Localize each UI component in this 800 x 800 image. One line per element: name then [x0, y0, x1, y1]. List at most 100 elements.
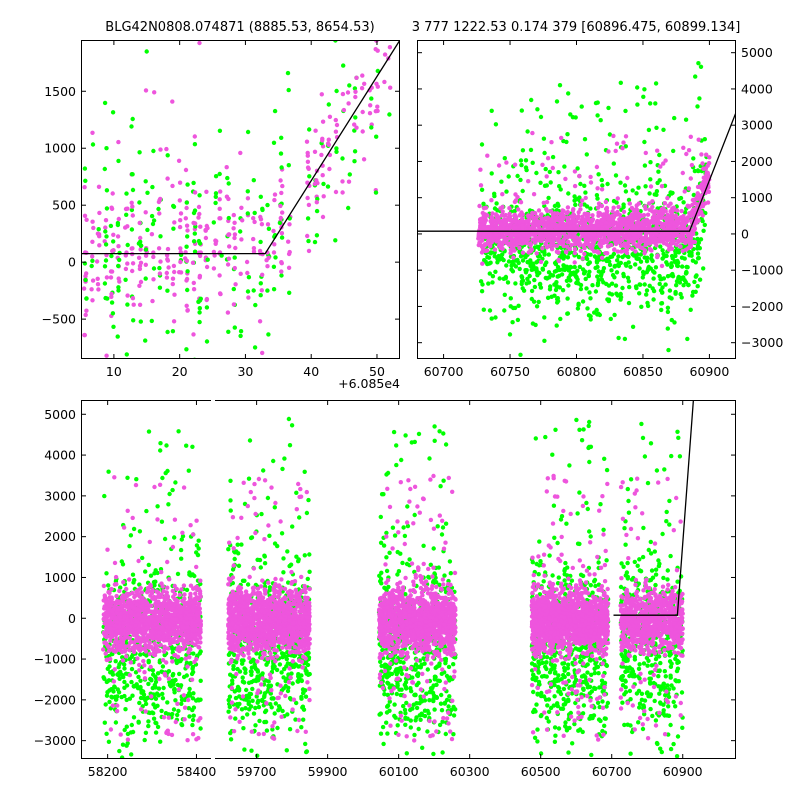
- green-point: [697, 277, 703, 282]
- green-point: [681, 283, 686, 288]
- green-point: [154, 691, 160, 696]
- magenta-point: [594, 164, 600, 170]
- magenta-point: [96, 184, 102, 189]
- magenta-point: [558, 239, 564, 244]
- green-point: [116, 263, 121, 269]
- magenta-point: [152, 90, 157, 95]
- magenta-point: [678, 244, 683, 249]
- green-point: [506, 259, 512, 264]
- magenta-point: [481, 225, 487, 230]
- green-point: [618, 297, 623, 302]
- magenta-point: [513, 192, 518, 197]
- magenta-point: [681, 213, 686, 219]
- magenta-point: [112, 560, 118, 566]
- green-point: [102, 166, 108, 172]
- magenta-point: [334, 122, 340, 128]
- green-point: [554, 268, 559, 273]
- green-point: [577, 195, 582, 200]
- green-point: [110, 651, 115, 657]
- green-point: [353, 115, 358, 120]
- green-point: [143, 701, 149, 707]
- magenta-point: [572, 219, 577, 224]
- green-point: [213, 174, 219, 179]
- magenta-point: [658, 233, 664, 238]
- top-right-model-layer: [417, 112, 736, 232]
- green-point: [192, 208, 198, 213]
- green-point: [155, 504, 160, 509]
- green-point: [690, 258, 696, 263]
- green-point: [550, 154, 556, 160]
- green-point: [599, 177, 604, 183]
- green-point: [586, 313, 592, 318]
- green-point: [660, 256, 665, 261]
- green-point: [258, 239, 263, 245]
- green-point: [496, 253, 501, 259]
- green-point: [226, 329, 231, 334]
- magenta-point: [158, 642, 163, 648]
- green-point: [542, 262, 548, 268]
- magenta-point: [185, 308, 190, 313]
- magenta-point: [482, 220, 487, 225]
- magenta-point: [703, 166, 709, 171]
- magenta-point: [191, 332, 196, 337]
- top-left-y-tick-label: 1500: [44, 84, 76, 99]
- green-point: [621, 271, 626, 277]
- green-point: [226, 181, 231, 186]
- green-point: [680, 264, 685, 269]
- green-point: [555, 297, 560, 302]
- magenta-point: [143, 262, 148, 267]
- green-point: [584, 152, 589, 157]
- magenta-point: [143, 709, 148, 714]
- green-point: [232, 325, 237, 330]
- green-point: [565, 132, 570, 137]
- green-point: [125, 242, 130, 248]
- green-point: [148, 573, 154, 578]
- magenta-point: [187, 655, 192, 660]
- magenta-point: [662, 201, 668, 206]
- magenta-point: [496, 163, 502, 168]
- green-point: [674, 283, 679, 288]
- magenta-point: [562, 226, 567, 231]
- green-point: [279, 235, 285, 240]
- green-point: [197, 319, 202, 325]
- magenta-point: [489, 223, 494, 228]
- green-point: [172, 686, 177, 692]
- green-point: [145, 227, 150, 233]
- green-point: [575, 166, 580, 171]
- magenta-point: [170, 659, 175, 664]
- green-point: [648, 160, 653, 165]
- magenta-point: [149, 232, 155, 237]
- green-point: [530, 160, 535, 165]
- green-point: [279, 273, 284, 278]
- top-left-x-tick-label: 50: [369, 364, 385, 379]
- green-point: [562, 164, 567, 169]
- magenta-point: [694, 218, 699, 223]
- magenta-point: [499, 213, 505, 218]
- magenta-point: [231, 302, 237, 307]
- magenta-point: [509, 239, 515, 244]
- magenta-point: [603, 220, 609, 225]
- magenta-point: [699, 182, 704, 187]
- magenta-point: [333, 117, 338, 123]
- green-point: [138, 652, 143, 657]
- green-point: [190, 722, 195, 728]
- green-point: [238, 329, 244, 334]
- magenta-point: [652, 236, 657, 241]
- green-point: [117, 748, 122, 754]
- magenta-point: [177, 180, 183, 185]
- green-point: [153, 674, 158, 679]
- magenta-point: [647, 219, 652, 224]
- magenta-point: [581, 233, 586, 238]
- green-point: [130, 116, 135, 122]
- magenta-point: [172, 517, 178, 522]
- green-point: [197, 306, 202, 311]
- magenta-point: [648, 247, 653, 252]
- magenta-point: [615, 196, 620, 201]
- magenta-point: [699, 152, 704, 157]
- magenta-point: [685, 215, 691, 220]
- green-point: [659, 307, 664, 313]
- magenta-point: [641, 222, 646, 228]
- magenta-point: [280, 210, 285, 215]
- magenta-point: [675, 238, 681, 244]
